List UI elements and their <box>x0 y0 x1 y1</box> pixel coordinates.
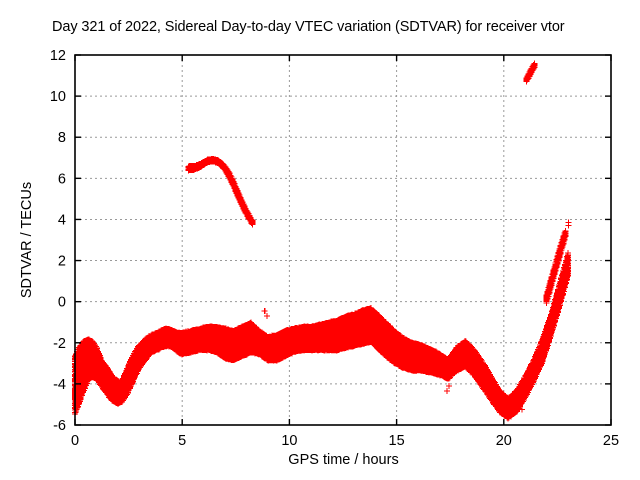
x-tick-label: 15 <box>389 433 405 449</box>
y-tick-label: 2 <box>58 254 66 270</box>
y-tick-label: -4 <box>53 377 66 393</box>
axis-frame <box>74 54 612 426</box>
y-tick-label: -2 <box>53 336 66 352</box>
tick-marks <box>74 54 612 426</box>
y-tick-label: 4 <box>58 212 66 228</box>
x-tick-label: 20 <box>496 433 512 449</box>
x-tick-label: 25 <box>603 433 619 449</box>
y-tick-label: 0 <box>58 295 66 311</box>
tick-labels: -6 -4 -2 0 2 4 6 8 10 12 0 5 10 15 20 25 <box>50 48 619 449</box>
y-tick-label: 12 <box>50 48 66 64</box>
y-tick-label: 10 <box>50 89 66 105</box>
y-tick-label: 8 <box>58 130 66 146</box>
y-tick-label: 6 <box>58 171 66 187</box>
y-tick-label: -6 <box>53 418 66 434</box>
x-tick-label: 5 <box>178 433 186 449</box>
x-tick-label: 10 <box>281 433 297 449</box>
data-points <box>72 60 572 422</box>
chart-title: Day 321 of 2022, Sidereal Day-to-day VTE… <box>52 18 640 36</box>
x-tick-label: 0 <box>71 433 79 449</box>
x-axis-label: GPS time / hours <box>75 452 612 468</box>
